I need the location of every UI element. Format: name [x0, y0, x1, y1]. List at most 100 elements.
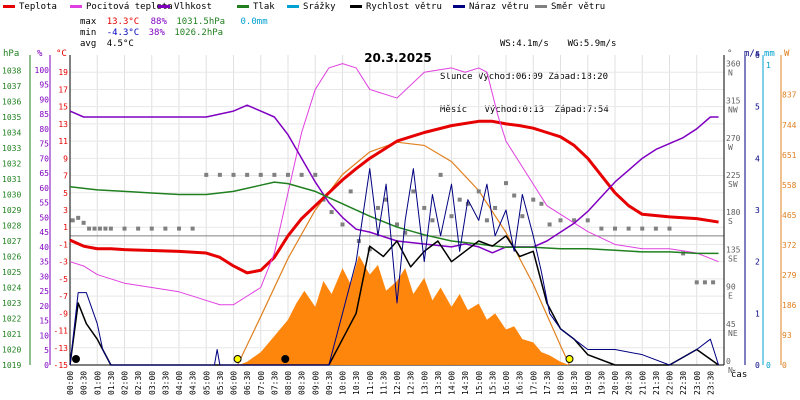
x-tick-label: 16:00 [502, 371, 511, 395]
direction-point [231, 172, 236, 177]
solar-tick-label: 837 [782, 91, 797, 100]
min-temp: -4.3°C [106, 28, 140, 38]
temperature-tick-label: -13 [54, 344, 69, 353]
direction-point [585, 218, 590, 223]
wind-tick-label: 2 [755, 258, 760, 267]
legend-swatch [237, 5, 249, 8]
legend-swatch [3, 5, 15, 8]
pressure-tick-label: 1020 [2, 346, 21, 355]
direction-point [122, 226, 127, 231]
pressure-tick-label: 1032 [2, 160, 21, 169]
moon-label: Měsíc [440, 105, 468, 115]
x-tick-label: 20:00 [611, 371, 620, 395]
direction-point [438, 172, 443, 177]
temperature-tick-label: 13 [58, 120, 68, 129]
x-tick-label: 18:30 [570, 371, 579, 395]
humidity-tick-label: 100 [35, 66, 50, 75]
legend-swatch [158, 5, 170, 8]
legend-label: Vlhkost [174, 2, 212, 12]
x-tick-label: 15:00 [475, 371, 484, 395]
direction-point [329, 210, 334, 215]
x-tick-label: 13:00 [420, 371, 429, 395]
temperature-tick-label: -15 [54, 361, 69, 370]
direction-point [626, 226, 631, 231]
x-tick-label: 06:30 [243, 371, 252, 395]
x-tick-label: 07:00 [257, 371, 266, 395]
solar-tick-label: 651 [782, 151, 797, 160]
direction-point [375, 205, 380, 210]
astro-block: WS:4.1m/s WG:5.9m/s Slunce Východ:06:09 … [440, 17, 616, 138]
direction-point [313, 172, 318, 177]
direction-point [81, 220, 86, 225]
direction-tick-label: NE [728, 329, 738, 338]
legend-label: Pocitová teplota [86, 2, 173, 12]
direction-tick-label: N [728, 366, 733, 375]
sunset: Západ:18:20 [548, 72, 608, 82]
humidity-tick-label: 85 [39, 110, 49, 119]
x-tick-label: 18:00 [557, 371, 566, 395]
legend-item: Srážky [287, 2, 336, 12]
x-tick-label: 06:00 [230, 371, 239, 395]
x-tick-label: 05:00 [202, 371, 211, 395]
humidity-tick-label: 55 [39, 199, 49, 208]
wg-value: WG:5.9m/s [567, 39, 617, 49]
stats-block: max 13.3°C 88% 1031.5hPa 0.0mm min -4.3°… [80, 17, 268, 50]
x-tick-label: 08:00 [284, 371, 293, 395]
legend-item: Náraz větru [453, 2, 529, 12]
temperature-tick-label: 3 [63, 206, 68, 215]
temperature-line [69, 119, 719, 275]
x-tick-label: 09:00 [311, 371, 320, 395]
x-tick-label: 09:30 [325, 371, 334, 395]
x-tick-label: 22:00 [666, 371, 675, 395]
max-temp: 13.3°C [106, 17, 140, 27]
direction-point [286, 172, 290, 177]
solar-tick-label: 279 [782, 271, 797, 280]
pressure-tick-label: 1031 [2, 175, 21, 184]
temperature-tick-label: 11 [58, 137, 68, 146]
x-tick-label: 16:30 [516, 371, 525, 395]
direction-point [204, 172, 209, 177]
direction-tick-label: 225 [726, 171, 741, 180]
direction-point [108, 226, 113, 231]
max-label: max [80, 17, 97, 27]
sun-marker [233, 355, 242, 363]
wind-tick-label: 3 [755, 206, 760, 215]
x-tick-label: 15:30 [488, 371, 497, 395]
unit-time: čas [731, 370, 748, 380]
humidity-tick-label: 80 [39, 125, 49, 134]
humidity-tick-label: 75 [39, 140, 49, 149]
direction-point [702, 280, 707, 285]
solar-measured-area [238, 255, 569, 365]
direction-point [465, 201, 470, 206]
temperature-tick-label: 5 [63, 189, 68, 198]
direction-point [531, 197, 536, 202]
direction-point [76, 215, 81, 220]
humidity-tick-label: 50 [39, 213, 49, 222]
temperature-tick-label: -3 [58, 258, 68, 267]
x-tick-label: 20:30 [625, 371, 634, 395]
humidity-tick-label: 90 [39, 95, 49, 104]
solar-tick-label: 465 [782, 211, 797, 220]
legend-item: Směr větru [535, 2, 605, 12]
x-tick-label: 21:30 [652, 371, 661, 395]
direction-tick-label: 135 [726, 245, 741, 254]
sun-label: Slunce [440, 72, 473, 82]
temperature-tick-label: -5 [58, 275, 68, 284]
x-tick-label: 23:30 [706, 371, 715, 395]
humidity-tick-label: 95 [39, 81, 49, 90]
direction-point [558, 218, 563, 223]
temperature-tick-label: -7 [58, 292, 68, 301]
max-press: 1031.5hPa [176, 17, 226, 27]
direction-point [245, 172, 250, 177]
x-tick-label: 01:30 [107, 371, 116, 395]
direction-point [70, 218, 75, 223]
unit-mm: mm [764, 49, 775, 59]
x-tick-label: 12:30 [407, 371, 416, 395]
unit-deg: ° [727, 49, 733, 59]
direction-point [653, 226, 658, 231]
humidity-tick-label: 70 [39, 154, 49, 163]
direction-point [299, 172, 304, 177]
x-tick-label: 00:30 [80, 371, 89, 395]
legend-label: Teplota [19, 2, 57, 12]
direction-point [512, 193, 517, 198]
